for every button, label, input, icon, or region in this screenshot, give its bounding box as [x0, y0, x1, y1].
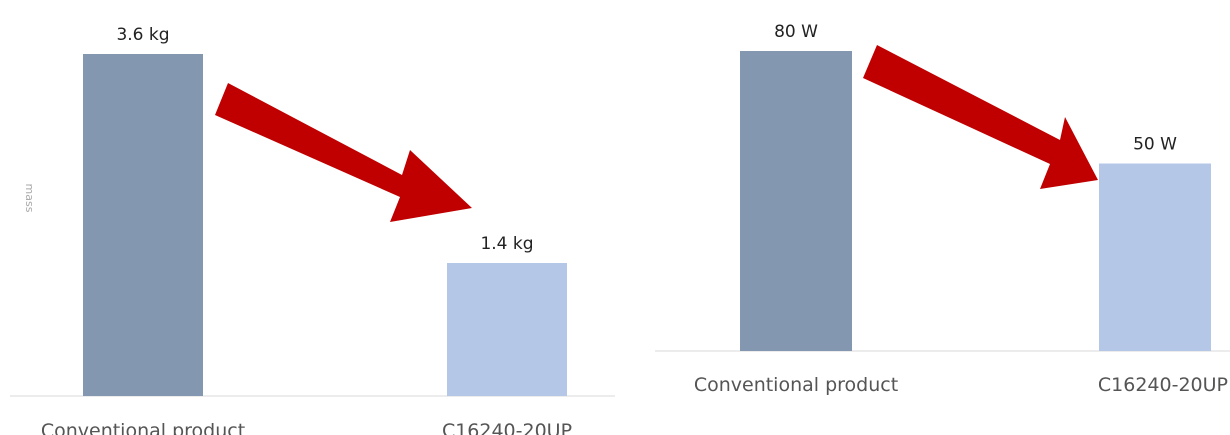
mass-data-label-c16240: 1.4 kg — [480, 234, 533, 254]
power-category-label-conventional: Conventional product — [694, 374, 898, 396]
power-bar-conventional — [740, 51, 852, 351]
mass-chart: mass 3.6 kg 1.4 kg Conventional product … — [10, 25, 615, 435]
power-reduction-arrow — [863, 45, 1098, 189]
mass-data-label-conventional: 3.6 kg — [116, 25, 169, 45]
mass-bar-c16240 — [447, 263, 567, 396]
mass-reduction-arrow — [215, 83, 472, 222]
power-bar-c16240 — [1099, 163, 1211, 351]
power-chart: 80 W 50 W Conventional product C16240-20… — [655, 22, 1230, 396]
mass-y-axis-label: mass — [23, 184, 36, 213]
power-category-label-c16240: C16240-20UP — [1098, 374, 1228, 396]
mass-bar-conventional — [83, 54, 203, 396]
mass-category-label-conventional: Conventional product — [41, 420, 245, 435]
mass-category-label-c16240: C16240-20UP — [442, 420, 572, 435]
power-data-label-c16240: 50 W — [1133, 135, 1177, 155]
power-data-label-conventional: 80 W — [774, 22, 818, 42]
